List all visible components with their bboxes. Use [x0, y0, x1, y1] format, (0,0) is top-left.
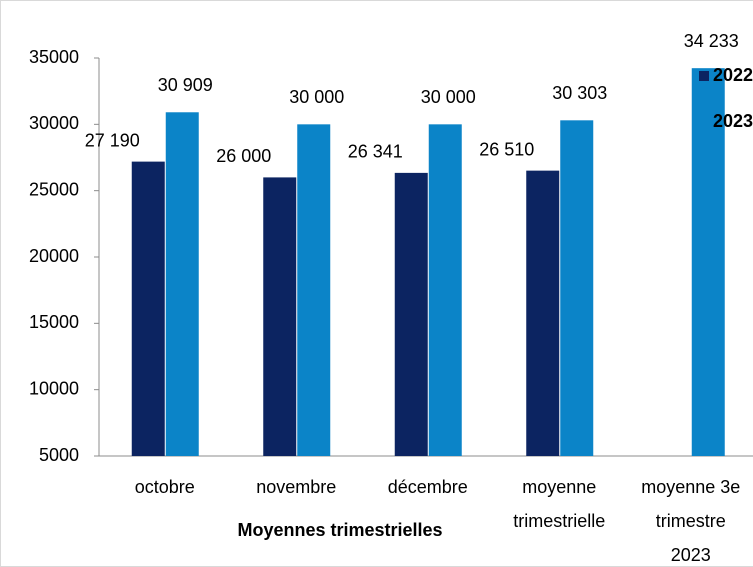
x-tick-label: moyenne trimestrielle: [513, 477, 606, 531]
bar: [165, 112, 199, 457]
x-tick-label: moyenne 3e trimestre 2023: [641, 477, 741, 565]
bar: [526, 170, 560, 456]
legend-label: 2022: [713, 65, 753, 85]
value-label: 26 000: [216, 146, 271, 166]
x-axis-label: Moyennes trimestrielles: [237, 520, 442, 540]
x-tick-label: octobre: [134, 477, 195, 497]
legend-swatch: [699, 71, 709, 81]
y-tick-label: 10000: [29, 378, 79, 398]
value-label: 26 341: [348, 142, 403, 162]
bar: [131, 161, 165, 456]
value-label: 34 233: [684, 31, 739, 51]
x-tick-label: décembre: [387, 477, 468, 497]
y-tick-label: 25000: [29, 179, 79, 199]
bar: [263, 177, 297, 456]
value-label: 30 000: [421, 87, 476, 107]
x-tick-label: novembre: [256, 477, 337, 497]
y-tick-label: 20000: [29, 246, 79, 266]
y-tick-label: 5000: [39, 445, 79, 465]
bar: [691, 68, 725, 456]
bar: [394, 172, 428, 456]
value-label: 26 510: [479, 139, 534, 159]
legend-label: 2023: [713, 111, 753, 131]
y-tick-label: 35000: [29, 47, 79, 67]
bar: [428, 124, 462, 456]
value-label: 27 190: [85, 130, 140, 150]
y-tick-label: 30000: [29, 113, 79, 133]
y-tick-label: 15000: [29, 312, 79, 332]
bar: [297, 124, 331, 456]
value-label: 30 909: [158, 75, 213, 95]
bar: [560, 120, 594, 456]
value-label: 30 303: [552, 83, 607, 103]
value-label: 30 000: [289, 87, 344, 107]
legend-swatch: [699, 117, 709, 127]
